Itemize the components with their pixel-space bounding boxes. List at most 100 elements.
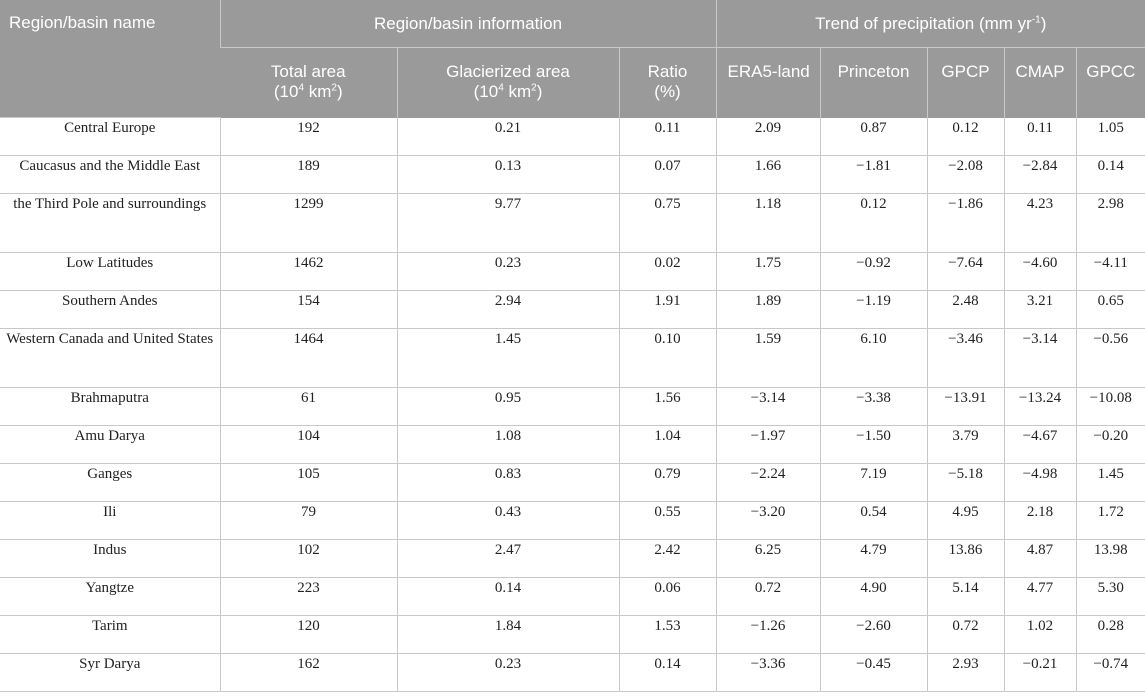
princeton-header: Princeton bbox=[819, 47, 928, 118]
region-name-cell: Caucasus and the Middle East bbox=[0, 155, 220, 194]
gpcc-cell: 0.65 bbox=[1075, 290, 1145, 329]
region-name-cell: Syr Darya bbox=[0, 653, 220, 692]
princeton-cell: 7.19 bbox=[819, 463, 928, 502]
glacierized-area-cell: 0.21 bbox=[396, 117, 619, 156]
glacierized-area-cell: 0.14 bbox=[396, 577, 619, 616]
princeton-cell: −1.50 bbox=[819, 425, 928, 464]
gpcp-cell: −3.46 bbox=[926, 328, 1005, 388]
trend-label: Trend of precipitation (mm yr bbox=[815, 13, 1032, 33]
glacierized-area-cell: 0.23 bbox=[396, 252, 619, 291]
princeton-cell: −0.45 bbox=[819, 653, 928, 692]
glacierized-area-cell: 0.83 bbox=[396, 463, 619, 502]
ratio-cell: 0.79 bbox=[618, 463, 717, 502]
era5-land-cell: −1.26 bbox=[715, 615, 821, 654]
unit-part: (10 bbox=[273, 82, 299, 101]
cmap-header: CMAP bbox=[1003, 47, 1077, 118]
gpcc-cell: 1.45 bbox=[1075, 463, 1145, 502]
table-row: the Third Pole and surroundings 1299 9.77 0… bbox=[0, 193, 1145, 253]
princeton-cell: −1.81 bbox=[819, 155, 928, 194]
cmap-cell: −4.98 bbox=[1003, 463, 1077, 502]
princeton-cell: 0.54 bbox=[819, 501, 928, 540]
cmap-cell: 3.21 bbox=[1003, 290, 1077, 329]
region-name-cell: Ganges bbox=[0, 463, 220, 502]
gpcc-cell: 5.30 bbox=[1075, 577, 1145, 616]
glacierized-area-cell: 0.23 bbox=[396, 653, 619, 692]
region-name-cell: Tarim bbox=[0, 615, 220, 654]
total-area-cell: 1464 bbox=[219, 328, 397, 388]
era5-land-cell: −3.36 bbox=[715, 653, 821, 692]
table-row: Yangtze 223 0.14 0.06 0.72 4.90 5.14 4.77 5.30 bbox=[0, 577, 1145, 616]
ratio-header: Ratio (%) bbox=[618, 47, 717, 118]
gpcc-cell: −0.74 bbox=[1075, 653, 1145, 692]
era5-land-cell: 0.72 bbox=[715, 577, 821, 616]
ratio-cell: 0.55 bbox=[618, 501, 717, 540]
cmap-cell: 1.02 bbox=[1003, 615, 1077, 654]
precipitation-trend-header: Trend of precipitation (mm yr-1) bbox=[715, 0, 1145, 48]
total-area-label: Total area bbox=[270, 62, 346, 81]
cmap-cell: −13.24 bbox=[1003, 387, 1077, 426]
total-area-cell: 189 bbox=[219, 155, 397, 194]
gpcc-cell: −10.08 bbox=[1075, 387, 1145, 426]
total-area-cell: 154 bbox=[219, 290, 397, 329]
table-row: Western Canada and United States 1464 1.45… bbox=[0, 328, 1145, 388]
region-name-cell: Ili bbox=[0, 501, 220, 540]
gpcp-cell: 2.93 bbox=[926, 653, 1005, 692]
ratio-cell: 0.02 bbox=[618, 252, 717, 291]
unit-part: km bbox=[304, 82, 332, 101]
glacierized-area-cell: 1.84 bbox=[396, 615, 619, 654]
princeton-cell: 4.90 bbox=[819, 577, 928, 616]
trend-label-close: ) bbox=[1040, 13, 1047, 33]
total-area-cell: 105 bbox=[219, 463, 397, 502]
trend-unit-exponent: -1 bbox=[1031, 13, 1041, 25]
gpcc-cell: −0.56 bbox=[1075, 328, 1145, 388]
princeton-cell: 4.79 bbox=[819, 539, 928, 578]
table-row: Brahmaputra 61 0.95 1.56 −3.14 −3.38 −13.91 −13… bbox=[0, 387, 1145, 426]
era5-land-cell: 1.89 bbox=[715, 290, 821, 329]
gpcc-cell: 13.98 bbox=[1075, 539, 1145, 578]
gpcc-cell: 2.98 bbox=[1075, 193, 1145, 253]
glacierized-area-cell: 9.77 bbox=[396, 193, 619, 253]
cmap-cell: 4.23 bbox=[1003, 193, 1077, 253]
unit-part: ) bbox=[536, 82, 543, 101]
ratio-cell: 0.11 bbox=[618, 117, 717, 156]
ratio-cell: 0.06 bbox=[618, 577, 717, 616]
gpcp-cell: 3.79 bbox=[926, 425, 1005, 464]
total-area-cell: 223 bbox=[219, 577, 397, 616]
table-row: Syr Darya 162 0.23 0.14 −3.36 −0.45 2.93 −0.21−… bbox=[0, 653, 1145, 692]
unit-part: km bbox=[503, 82, 532, 101]
gpcp-cell: 0.12 bbox=[926, 117, 1005, 156]
era5-land-cell: 6.25 bbox=[715, 539, 821, 578]
unit-exponent: 2 bbox=[331, 82, 337, 94]
cmap-cell: −2.84 bbox=[1003, 155, 1077, 194]
table-row: Tarim 120 1.84 1.53 −1.26 −2.60 0.72 1.02 0.28 bbox=[0, 615, 1145, 654]
glacierized-area-cell: 2.94 bbox=[396, 290, 619, 329]
ratio-cell: 2.42 bbox=[618, 539, 717, 578]
region-name-header: Region/basin name bbox=[0, 0, 220, 118]
table-row: Southern Andes 154 2.94 1.91 1.89 −1.19 2.48 3.… bbox=[0, 290, 1145, 329]
unit-exponent: 4 bbox=[498, 82, 504, 94]
era5-land-cell: −3.14 bbox=[715, 387, 821, 426]
unit-part: ) bbox=[336, 82, 343, 101]
header-row-sub: Total area (104 km2) Glacierized area (104… bbox=[0, 47, 1145, 118]
total-area-cell: 120 bbox=[219, 615, 397, 654]
ratio-unit: (%) bbox=[654, 82, 681, 101]
gpcp-cell: 4.95 bbox=[926, 501, 1005, 540]
cmap-cell: 2.18 bbox=[1003, 501, 1077, 540]
princeton-cell: −0.92 bbox=[819, 252, 928, 291]
cmap-cell: −0.21 bbox=[1003, 653, 1077, 692]
region-name-cell: Central Europe bbox=[0, 117, 220, 156]
total-area-cell: 79 bbox=[219, 501, 397, 540]
ratio-cell: 1.04 bbox=[618, 425, 717, 464]
glacierized-area-cell: 0.43 bbox=[396, 501, 619, 540]
era5-land-cell: 2.09 bbox=[715, 117, 821, 156]
cmap-cell: −4.60 bbox=[1003, 252, 1077, 291]
era5-land-cell: 1.66 bbox=[715, 155, 821, 194]
gpcc-header: GPCC bbox=[1075, 47, 1145, 118]
ratio-cell: 1.91 bbox=[618, 290, 717, 329]
era5-land-cell: 1.59 bbox=[715, 328, 821, 388]
princeton-cell: −2.60 bbox=[819, 615, 928, 654]
ratio-cell: 1.53 bbox=[618, 615, 717, 654]
unit-exponent: 2 bbox=[531, 82, 537, 94]
gpcp-cell: −7.64 bbox=[926, 252, 1005, 291]
